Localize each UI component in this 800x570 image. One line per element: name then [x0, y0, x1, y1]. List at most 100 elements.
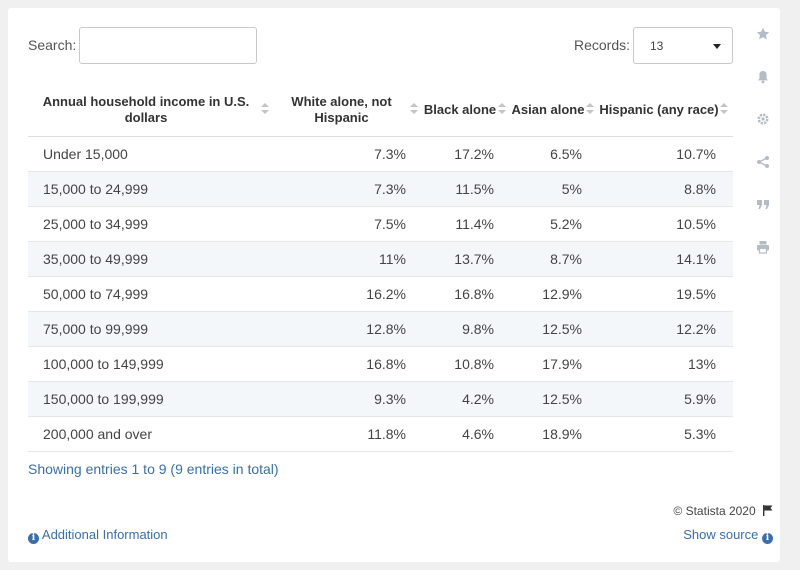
print-icon [757, 240, 769, 254]
table-cell: 10.5% [599, 206, 733, 242]
table-cell: 4.6% [423, 416, 511, 452]
table-cell: 12.5% [511, 381, 599, 417]
table-cell: 11% [274, 241, 423, 277]
print-button[interactable] [746, 229, 780, 264]
table-cell: 14.1% [599, 241, 733, 277]
table-cell: 7.3% [274, 171, 423, 207]
search-input[interactable] [79, 27, 257, 64]
table-cell: 12.2% [599, 311, 733, 347]
data-table: Annual household income in U.S. dollars … [28, 84, 733, 452]
table-cell: 16.2% [274, 276, 423, 312]
table-cell: 11.8% [274, 416, 423, 452]
additional-information-link[interactable]: i Additional Information [28, 527, 168, 544]
table-row: 100,000 to 149,999 16.8% 10.8% 17.9% 13% [28, 346, 733, 382]
gear-icon [757, 113, 769, 125]
share-button[interactable] [746, 144, 780, 179]
records-value: 13 [650, 39, 664, 53]
table-cell: 25,000 to 34,999 [28, 206, 274, 242]
table-cell: 5.3% [599, 416, 733, 452]
column-header-hispanic[interactable]: Hispanic (any race) [599, 84, 733, 137]
column-header-label: White alone, not Hispanic [291, 93, 392, 125]
cite-button[interactable] [746, 187, 780, 221]
sort-icon[interactable] [586, 103, 594, 115]
records-label: Records: [574, 37, 631, 53]
table-cell: 8.7% [511, 241, 599, 277]
table-cell: 9.3% [274, 381, 423, 417]
table-cell: 12.9% [511, 276, 599, 312]
table-row: Under 15,000 7.3% 17.2% 6.5% 10.7% [28, 136, 733, 172]
show-source-label: Show source [683, 527, 759, 542]
statistic-card: Search: Records: 13 Annual household inc… [8, 8, 780, 562]
statista-credit[interactable]: © Statista 2020 [673, 504, 773, 518]
table-cell: 11.5% [423, 171, 511, 207]
table-row: 200,000 and over 11.8% 4.6% 18.9% 5.3% [28, 416, 733, 452]
table-row: 50,000 to 74,999 16.2% 16.8% 12.9% 19.5% [28, 276, 733, 312]
flag-icon[interactable] [763, 505, 773, 516]
quote-icon [757, 200, 769, 209]
side-toolbar [746, 17, 780, 272]
column-header-label: Annual household income in U.S. dollars [42, 93, 250, 125]
table-cell: 5% [511, 171, 599, 207]
table-cell: 19.5% [599, 276, 733, 312]
notification-button[interactable] [746, 59, 780, 94]
table-cell: 10.8% [423, 346, 511, 382]
table-cell: 50,000 to 74,999 [28, 276, 274, 312]
column-header-label: Asian alone [511, 101, 585, 117]
table-cell: 8.8% [599, 171, 733, 207]
table-cell: 7.3% [274, 136, 423, 172]
table-cell: 5.9% [599, 381, 733, 417]
table-cell: 7.5% [274, 206, 423, 242]
share-icon [757, 155, 769, 168]
table-row: 35,000 to 49,999 11% 13.7% 8.7% 14.1% [28, 241, 733, 277]
column-header-asian[interactable]: Asian alone [511, 84, 599, 137]
chevron-down-icon [713, 44, 721, 49]
table-cell: 18.9% [511, 416, 599, 452]
table-cell: 16.8% [274, 346, 423, 382]
table-cell: 16.8% [423, 276, 511, 312]
entries-summary: Showing entries 1 to 9 (9 entries in tot… [28, 461, 279, 477]
table-cell: 150,000 to 199,999 [28, 381, 274, 417]
table-cell: 100,000 to 149,999 [28, 346, 274, 382]
info-icon: i [28, 533, 39, 544]
table-cell: 13.7% [423, 241, 511, 277]
table-cell: 5.2% [511, 206, 599, 242]
column-header-label: Hispanic (any race) [599, 101, 719, 117]
sort-icon[interactable] [720, 103, 728, 115]
table-cell: 35,000 to 49,999 [28, 241, 274, 277]
column-header-white[interactable]: White alone, not Hispanic [274, 84, 423, 137]
table-row: 25,000 to 34,999 7.5% 11.4% 5.2% 10.5% [28, 206, 733, 242]
credit-text: © Statista 2020 [673, 504, 756, 518]
table-cell: 12.5% [511, 311, 599, 347]
favorite-button[interactable] [746, 17, 780, 51]
table-cell: 17.2% [423, 136, 511, 172]
table-cell: 9.8% [423, 311, 511, 347]
column-header-income[interactable]: Annual household income in U.S. dollars [28, 84, 274, 137]
table-row: 150,000 to 199,999 9.3% 4.2% 12.5% 5.9% [28, 381, 733, 417]
table-cell: 13% [599, 346, 733, 382]
records-select[interactable]: 13 [633, 27, 733, 64]
search-label: Search: [28, 37, 77, 53]
table-cell: 4.2% [423, 381, 511, 417]
header-row: Annual household income in U.S. dollars … [28, 84, 733, 137]
additional-information-label: Additional Information [41, 527, 168, 542]
table-cell: 75,000 to 99,999 [28, 311, 274, 347]
table-row: 75,000 to 99,999 12.8% 9.8% 12.5% 12.2% [28, 311, 733, 347]
table-cell: Under 15,000 [28, 136, 274, 172]
info-icon: i [762, 533, 773, 544]
table-cell: 12.8% [274, 311, 423, 347]
sort-icon[interactable] [410, 103, 418, 115]
table-cell: 17.9% [511, 346, 599, 382]
show-source-link[interactable]: Show source i [683, 527, 773, 544]
column-header-label: Black alone [423, 101, 497, 117]
table-cell: 10.7% [599, 136, 733, 172]
sort-icon[interactable] [498, 103, 506, 115]
settings-button[interactable] [746, 102, 780, 136]
column-header-black[interactable]: Black alone [423, 84, 511, 137]
table-cell: 200,000 and over [28, 416, 274, 452]
bell-icon [758, 70, 768, 83]
table-cell: 15,000 to 24,999 [28, 171, 274, 207]
table-cell: 11.4% [423, 206, 511, 242]
star-icon [756, 27, 770, 40]
table-row: 15,000 to 24,999 7.3% 11.5% 5% 8.8% [28, 171, 733, 207]
sort-icon[interactable] [261, 103, 269, 115]
